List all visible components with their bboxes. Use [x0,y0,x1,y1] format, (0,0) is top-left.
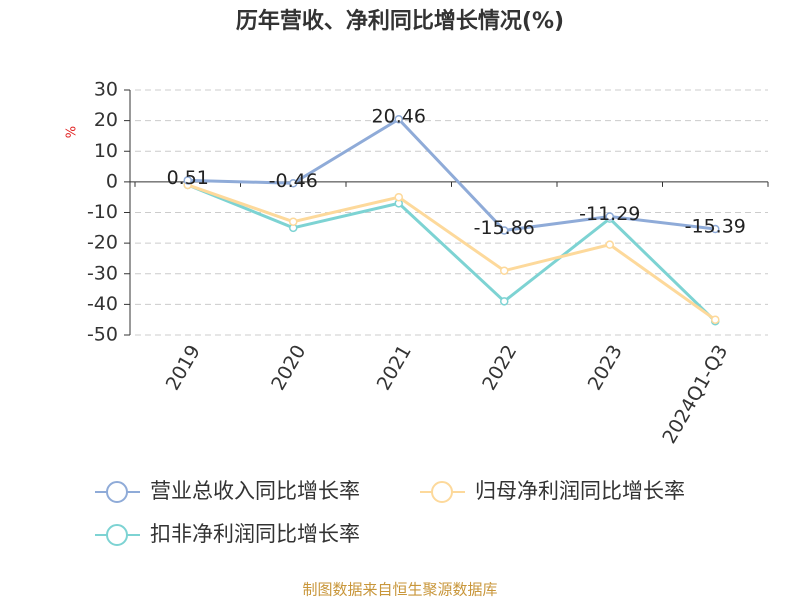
data-point [500,266,509,275]
series-line [187,117,716,233]
series-line [187,183,717,321]
legend-marker [106,524,128,546]
data-point [183,176,192,185]
legend-label: 营业总收入同比增长率 [150,479,360,503]
y-tick-label: 0 [106,170,118,192]
y-axis-label: % [65,126,80,138]
legend-label: 归母净利润同比增长率 [475,479,685,503]
data-label: -15.86 [474,217,535,239]
data-point [711,224,720,234]
legend-label: 扣非净利润同比增长率 [150,522,360,546]
legend-marker [431,481,453,503]
legend-marker [106,481,128,503]
x-tick-label: 2019 [162,341,205,394]
y-tick-label: -20 [87,232,118,254]
y-tick-label: -40 [87,293,118,315]
data-label: -11.29 [579,203,640,225]
data-point [605,212,614,221]
data-point [394,114,403,124]
data-point [500,226,509,235]
x-tick-label: 2021 [373,341,416,394]
y-tick-label: -30 [87,262,118,284]
x-tick-label: 2022 [478,341,521,394]
data-point [711,315,720,324]
y-tick-label: 30 [94,79,118,101]
data-point [605,240,614,249]
data-point [289,217,298,226]
series-line [187,183,717,323]
y-tick-label: -10 [87,201,118,223]
source-note: 制图数据来自恒生聚源数据库 [302,581,497,599]
data-point [500,297,509,306]
x-tick-label: 2020 [267,341,310,394]
data-label: -0.46 [269,170,318,192]
data-label: -15.39 [685,216,746,238]
y-tick-label: 20 [94,109,118,131]
x-tick-label: 2024Q1-Q3 [658,341,732,447]
data-point [394,192,403,202]
data-point [289,179,298,188]
y-tick-label: -50 [87,324,118,346]
chart-title: 历年营收、净利同比增长情况(%) [236,8,564,34]
y-tick-label: 10 [94,140,118,162]
data-label: 0.51 [167,167,209,189]
x-tick-label: 2023 [584,341,627,394]
data-label: 20.46 [372,106,426,128]
